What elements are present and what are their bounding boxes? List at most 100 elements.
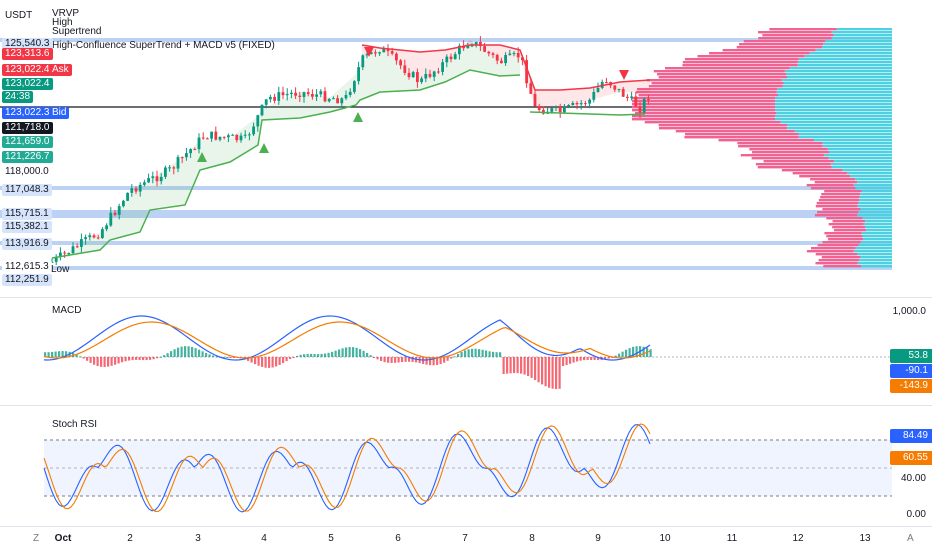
stoch-d-line xyxy=(43,423,651,513)
candle-body xyxy=(185,153,188,158)
macd-histogram-bar xyxy=(590,357,593,360)
macd-histogram-bar xyxy=(110,357,113,366)
volume-bar-down xyxy=(824,232,862,235)
macd-title[interactable]: MACD xyxy=(52,305,82,316)
macd-histogram-bar xyxy=(306,353,309,357)
macd-histogram-bar xyxy=(75,354,78,357)
macd-histogram-bar xyxy=(184,346,187,357)
volume-bar-up xyxy=(775,106,892,109)
macd-histogram-bar xyxy=(208,354,211,357)
macd-histogram-bar xyxy=(313,354,316,357)
macd-histogram-bar xyxy=(621,351,624,357)
volume-bar-down xyxy=(632,103,775,106)
macd-histogram-bar xyxy=(121,357,124,363)
macd-histogram-bar xyxy=(530,357,533,378)
candle-body xyxy=(550,108,554,112)
candle-body xyxy=(344,94,348,99)
volume-bar-down xyxy=(632,109,775,112)
bid-tag: Bid xyxy=(49,107,70,119)
legend-high: High xyxy=(52,17,73,28)
candle-body xyxy=(420,78,423,83)
candle-body xyxy=(71,246,75,254)
volume-bar-up xyxy=(798,133,892,136)
supertrend-up-line xyxy=(529,111,646,116)
macd-histogram-bar xyxy=(89,357,92,363)
volume-bar-down xyxy=(822,208,861,211)
candle-body xyxy=(256,115,260,127)
legend-supertrend[interactable]: Supertrend xyxy=(52,26,102,37)
volume-bar-down xyxy=(823,265,862,268)
macd-histogram-bar xyxy=(460,351,463,357)
legend-study[interactable]: High-Confluence SuperTrend + MACD v5 (FI… xyxy=(52,40,275,51)
volume-bar-up xyxy=(859,199,892,202)
legend-vrvp[interactable]: VRVP xyxy=(52,8,80,19)
candle-body xyxy=(340,98,344,104)
macd-histogram-bar xyxy=(488,351,491,357)
macd-histogram-bar xyxy=(394,357,397,363)
volume-bar-down xyxy=(792,172,848,175)
volume-bar-down xyxy=(632,97,775,100)
level-band xyxy=(0,186,892,190)
volume-bar-up xyxy=(863,238,892,241)
auto-scale-icon[interactable]: A xyxy=(907,533,914,544)
volume-bar-up xyxy=(782,85,892,88)
time-axis-label: 3 xyxy=(195,533,201,544)
macd-histogram-bar xyxy=(495,352,498,357)
volume-bar-up xyxy=(823,154,892,157)
macd-histogram-bar xyxy=(439,357,442,365)
volume-bar-down xyxy=(682,61,798,64)
candle-body xyxy=(59,252,62,257)
macd-histogram-bar xyxy=(401,357,404,363)
candle-body xyxy=(75,246,79,248)
macd-histogram-bar xyxy=(226,357,229,358)
volume-bar-up xyxy=(853,250,892,253)
time-axis-label: 5 xyxy=(328,533,334,544)
macd-histogram-bar xyxy=(250,357,253,363)
candle-body xyxy=(197,137,201,150)
macd-histogram-bar xyxy=(289,357,292,360)
candle-body xyxy=(176,157,180,169)
candle-body xyxy=(80,239,83,247)
volume-bar-down xyxy=(817,211,859,214)
price-badge: 24:38 xyxy=(2,91,34,103)
volume-bar-up xyxy=(798,58,892,61)
candle-body xyxy=(399,60,402,66)
candle-body xyxy=(227,135,230,138)
candle-body xyxy=(164,167,167,177)
macd-histogram-bar xyxy=(464,350,467,357)
volume-bar-down xyxy=(684,58,799,61)
candle-body xyxy=(63,252,66,254)
macd-histogram-bar xyxy=(614,355,617,357)
macd-histogram-bar xyxy=(114,357,117,365)
volume-bar-down xyxy=(736,46,823,49)
macd-histogram-bar xyxy=(310,353,313,357)
pane-divider[interactable] xyxy=(0,297,932,298)
volume-bar-down xyxy=(821,256,861,259)
macd-hist-value: 53.8 xyxy=(890,349,932,363)
timezone-icon[interactable]: Z xyxy=(33,533,40,544)
macd-histogram-bar xyxy=(198,349,201,357)
candle-body xyxy=(222,136,226,138)
candle-body xyxy=(466,45,470,49)
macd-histogram-bar xyxy=(450,357,453,359)
low-label: Low xyxy=(51,264,70,275)
macd-histogram-bar xyxy=(292,357,295,358)
candle-body xyxy=(84,237,87,240)
macd-histogram-bar xyxy=(173,349,176,357)
volume-bar-down xyxy=(832,226,866,229)
volume-bar-down xyxy=(638,94,778,97)
volume-bar-down xyxy=(822,241,861,244)
candle-body xyxy=(588,99,591,104)
candle-body xyxy=(453,54,457,60)
pane-divider[interactable] xyxy=(0,405,932,406)
candle-body xyxy=(428,73,432,77)
macd-histogram-bar xyxy=(499,352,502,357)
stoch-title[interactable]: Stoch RSI xyxy=(52,419,98,430)
candle-body xyxy=(206,138,209,140)
volume-bar-up xyxy=(789,67,892,70)
candle-body xyxy=(193,149,197,151)
currency-label[interactable]: USDT xyxy=(5,10,33,21)
volume-bar-down xyxy=(815,253,858,256)
volume-bar-down xyxy=(632,118,775,121)
